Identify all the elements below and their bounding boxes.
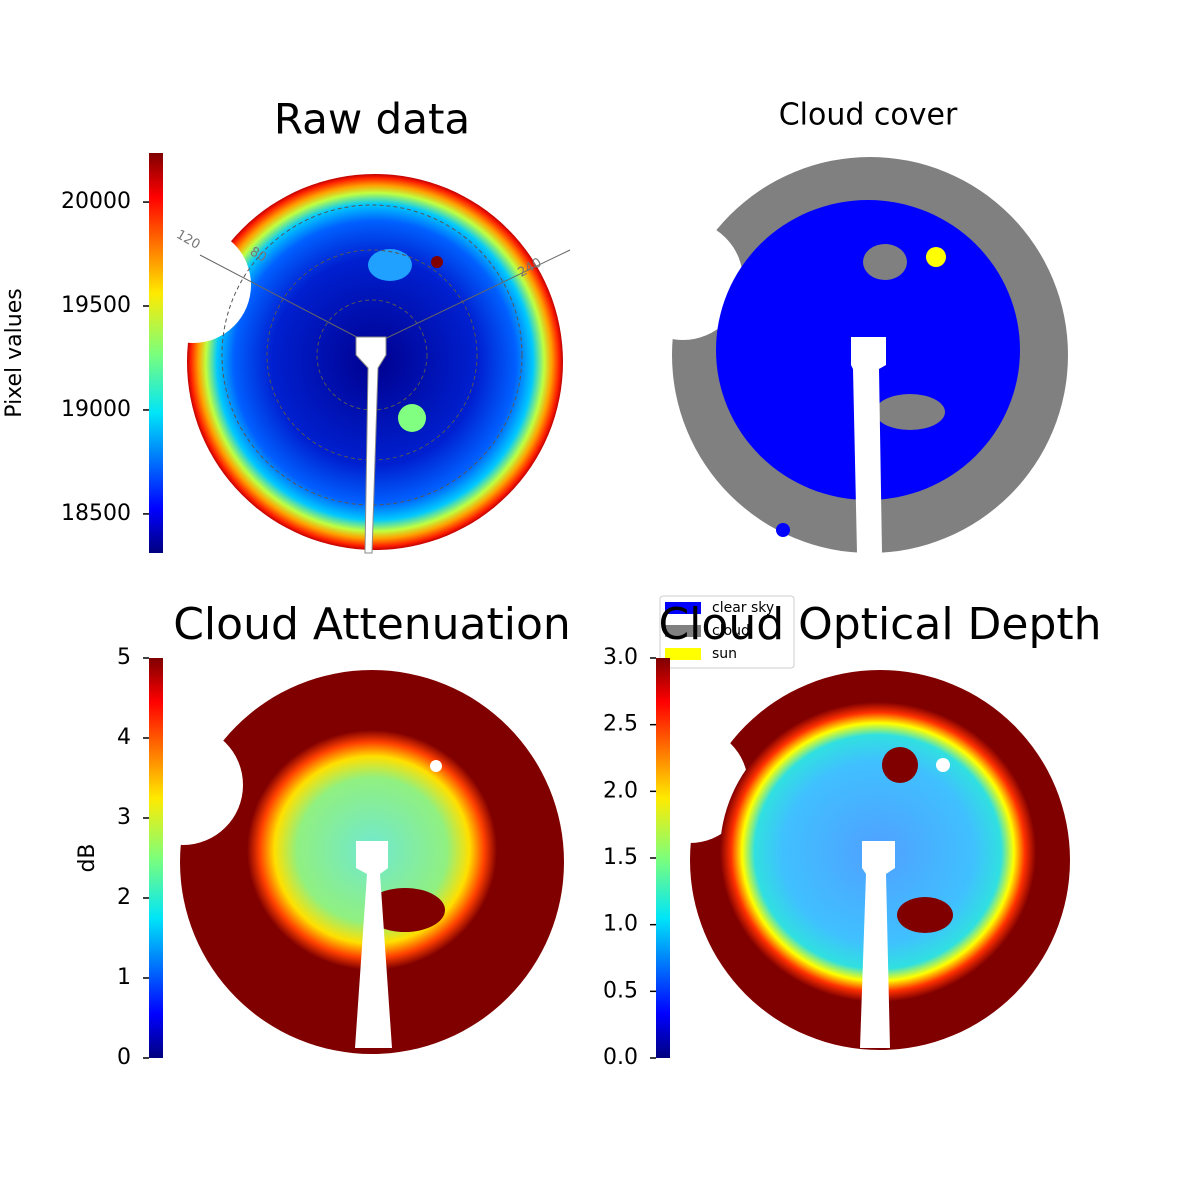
colorbar-tick-label: 19500: [61, 293, 131, 318]
colorbar-tick-label: 4: [117, 725, 131, 750]
colorbar-tick-label: 0: [117, 1045, 131, 1070]
panel-title: Cloud Optical Depth: [658, 599, 1101, 650]
colorbar-tick-label: 18500: [61, 501, 131, 526]
colorbar-tick-label: 19000: [61, 397, 131, 422]
colorbar-tick-label: 5: [117, 645, 131, 670]
panel-title: Cloud Attenuation: [173, 599, 571, 650]
attenuation-image: [123, 670, 564, 1054]
legend-label: sun: [712, 646, 737, 662]
legend-label: clear sky: [712, 600, 774, 616]
colorbar: [656, 658, 670, 1058]
colorbar: [149, 153, 163, 553]
polar-annotation: 80: [247, 244, 269, 265]
panel-title: Cloud cover: [779, 98, 958, 133]
legend-swatch: [665, 602, 701, 614]
colorbar-label: dB: [75, 843, 100, 872]
colorbar-tick-label: 3.0: [603, 645, 638, 670]
panel-title: Raw data: [274, 95, 470, 144]
colorbar-tick-label: 1: [117, 965, 131, 990]
legend-swatch: [665, 625, 701, 637]
optical-depth-image: [632, 670, 1070, 1050]
colorbar-tick-label: 0.0: [603, 1045, 638, 1070]
colorbar-tick-label: 0.5: [603, 978, 638, 1003]
raw-image: [135, 174, 571, 554]
colorbar-tick-label: 1.0: [603, 912, 638, 937]
colorbar-tick-label: 3: [117, 805, 131, 830]
colorbar-tick-label: 2: [117, 885, 131, 910]
colorbar: [149, 658, 163, 1058]
cloud-cover-image: [623, 157, 1068, 553]
colorbar-tick-label: 1.5: [603, 845, 638, 870]
legend-label: cloud: [712, 623, 750, 639]
colorbar-label: Pixel values: [2, 288, 27, 417]
colorbar-tick-label: 2.0: [603, 778, 638, 803]
colorbar-tick-label: 20000: [61, 189, 131, 214]
colorbar-tick-label: 2.5: [603, 712, 638, 737]
legend-swatch: [665, 648, 701, 660]
